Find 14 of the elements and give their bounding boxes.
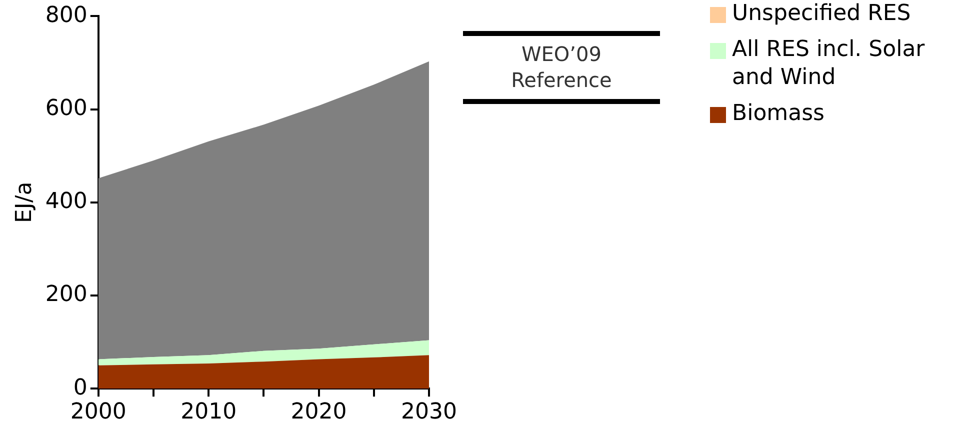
y-tick-label: 600	[45, 96, 88, 122]
x-tick-label: 2010	[180, 400, 237, 425]
legend-label: Biomass	[732, 100, 825, 128]
y-tick-label: 0	[73, 375, 88, 400]
y-tick-label: 200	[45, 282, 88, 308]
legend-label: All RES incl. Solar and Wind	[732, 36, 926, 92]
x-tick-label: 2030	[401, 400, 458, 425]
y-tick-label: 400	[45, 189, 88, 214]
y-axis-title: EJ/a	[12, 182, 37, 224]
legend-label: Unspecified RES	[732, 0, 911, 28]
x-tick-label: 2020	[290, 400, 347, 425]
bracketed-caption: WEO’09 Reference	[463, 31, 660, 104]
y-tick-label: 800	[45, 2, 88, 28]
x-tick-label: 2000	[70, 400, 126, 425]
